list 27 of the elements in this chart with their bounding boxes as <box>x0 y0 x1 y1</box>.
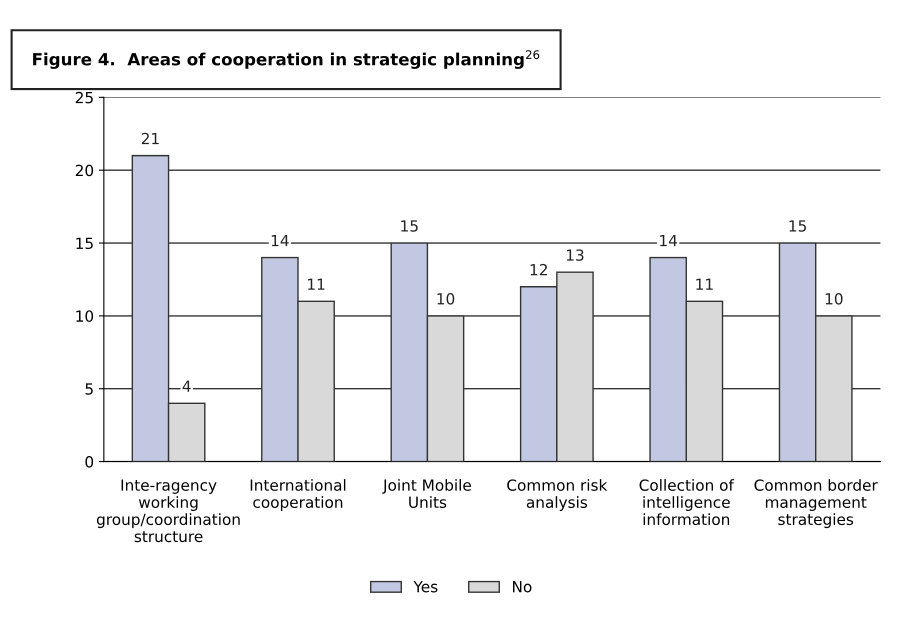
y-tick-label: 15 <box>76 238 93 250</box>
data-label: 15 <box>401 220 418 232</box>
data-label: 21 <box>142 132 159 144</box>
x-tick-label: Inte-ragency working group/coordination structure <box>96 480 240 542</box>
x-tick-label: Collection of intelligence information <box>640 479 734 526</box>
x-tick-label: Common border management strategies <box>754 479 878 528</box>
data-label: 14 <box>272 234 289 246</box>
chart-title: Figure 4. Areas of cooperation in strategic planning$^{26}$ <box>33 50 540 69</box>
data-label: 14 <box>660 234 678 246</box>
y-tick-label: 10 <box>76 310 94 322</box>
legend-label: No <box>513 581 532 592</box>
data-label: 12 <box>530 264 547 276</box>
data-label: 10 <box>438 293 454 305</box>
y-tick-label: 25 <box>76 92 93 104</box>
data-label: 4 <box>182 380 191 392</box>
y-tick-label: 20 <box>76 164 94 176</box>
data-label: 15 <box>790 220 806 232</box>
data-label: 10 <box>826 293 843 305</box>
legend-label: Yes <box>413 581 438 592</box>
x-tick-label: Joint Mobile Units <box>382 479 471 508</box>
y-tick-label: 5 <box>86 383 93 395</box>
data-label: 11 <box>696 278 713 290</box>
x-tick-label: International cooperation <box>250 479 346 511</box>
data-label: 11 <box>308 278 324 290</box>
y-tick-label: 0 <box>85 456 94 468</box>
data-label: 13 <box>566 249 584 261</box>
x-tick-label: Common risk analysis <box>507 479 608 511</box>
